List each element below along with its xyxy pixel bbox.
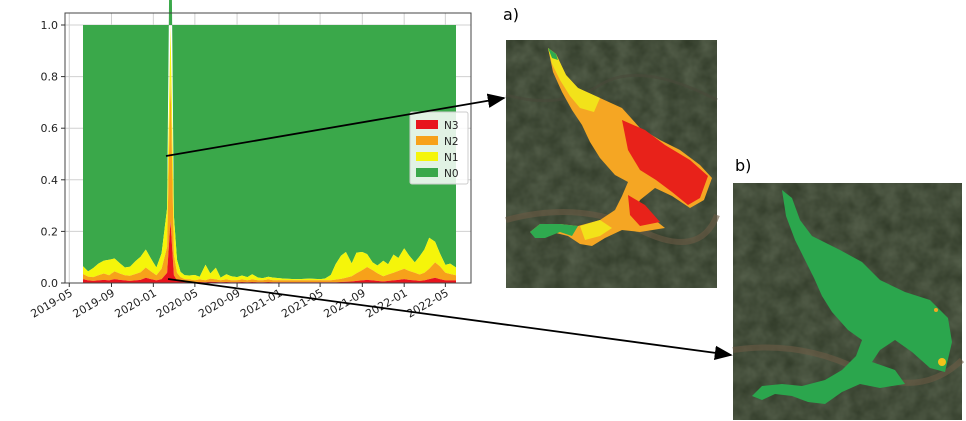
- stacked-areas: [83, 0, 456, 283]
- legend-box: [409, 111, 469, 185]
- legend-label-n2: N2: [444, 136, 459, 148]
- y-tick-label: 0.6: [41, 122, 59, 135]
- chart: 0.0 0.2 0.4 0.6 0.8 1.0 2019-052019-092020-01…: [28, 0, 472, 321]
- x-tick-label: 2022-01: [363, 286, 409, 320]
- y-tick-label: 1.0: [41, 19, 59, 32]
- panel-a-label: a): [503, 5, 519, 24]
- arrow-to-panel-a: [165, 93, 506, 157]
- legend-swatch-n3: [416, 120, 438, 129]
- y-tick-label: 0.0: [41, 277, 59, 290]
- x-tick-label: 2020-01: [113, 286, 159, 320]
- legend-label-n0: N0: [444, 168, 459, 180]
- y-tick-label: 0.4: [41, 174, 59, 187]
- legend-swatch-n1: [416, 152, 438, 161]
- y-tick-label: 0.2: [41, 225, 59, 238]
- x-tick-label: 2021-05: [279, 286, 325, 320]
- x-tick-label: 2020-05: [154, 286, 200, 320]
- legend-swatch-n2: [416, 136, 438, 145]
- plot-frame: [64, 12, 472, 284]
- y-axis: 0.0 0.2 0.4 0.6 0.8 1.0: [41, 19, 65, 290]
- area-n0: [83, 0, 456, 280]
- legend-swatch-n0: [416, 168, 438, 177]
- reservoir-healthy-overlay: [752, 190, 952, 404]
- panel-b-label: b): [735, 156, 751, 175]
- legend-label-n3: N3: [444, 120, 459, 132]
- y-tick-label: 0.8: [41, 71, 59, 84]
- x-tick-label: 2019-09: [71, 286, 117, 320]
- x-tick-label: 2019-05: [28, 286, 74, 320]
- legend: N3 N2 N1 N0: [409, 111, 469, 185]
- panel-a-image: a): [503, 5, 720, 288]
- legend-label-n1: N1: [444, 152, 459, 164]
- arrow-to-panel-b: [167, 278, 733, 360]
- x-tick-label: 2020-09: [196, 286, 242, 320]
- panel-b-image: b): [732, 156, 965, 420]
